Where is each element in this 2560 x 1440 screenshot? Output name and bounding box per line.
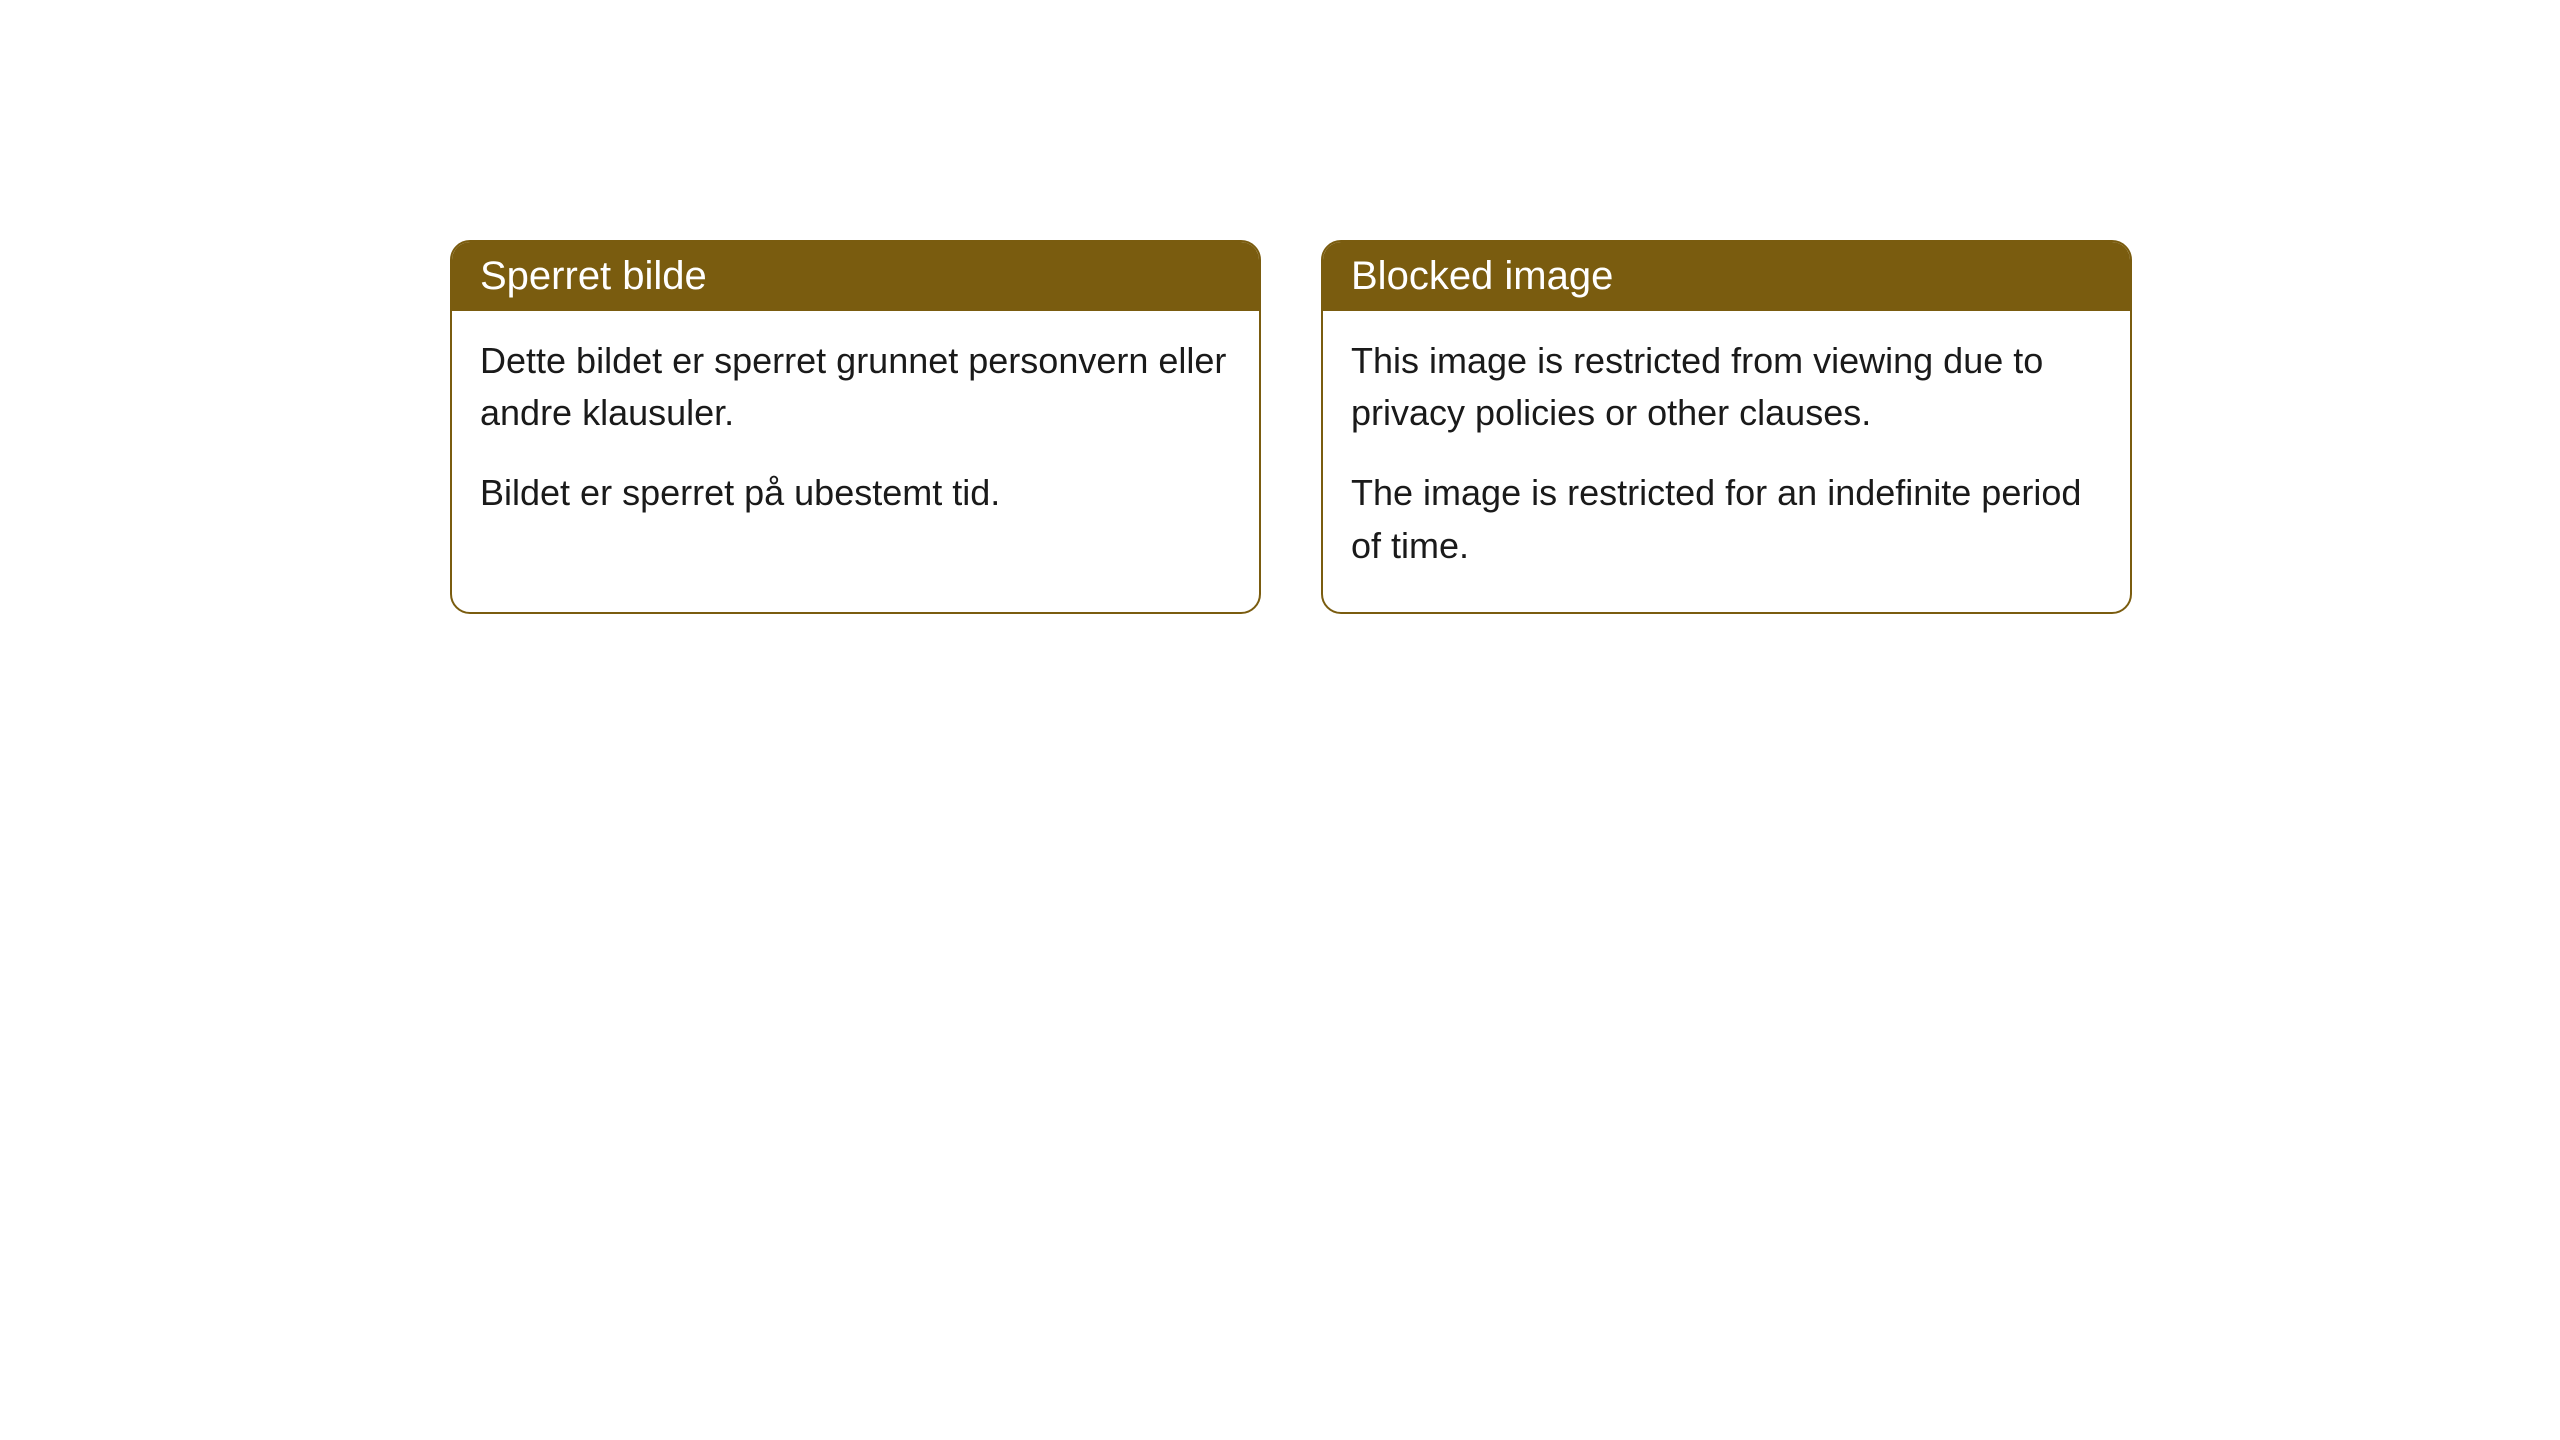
card-title: Sperret bilde bbox=[452, 242, 1259, 311]
notice-card-english: Blocked image This image is restricted f… bbox=[1321, 240, 2132, 614]
card-paragraph: The image is restricted for an indefinit… bbox=[1351, 467, 2102, 571]
card-paragraph: Dette bildet er sperret grunnet personve… bbox=[480, 335, 1231, 439]
card-paragraph: This image is restricted from viewing du… bbox=[1351, 335, 2102, 439]
card-title: Blocked image bbox=[1323, 242, 2130, 311]
card-body: Dette bildet er sperret grunnet personve… bbox=[452, 311, 1259, 560]
card-paragraph: Bildet er sperret på ubestemt tid. bbox=[480, 467, 1231, 519]
notice-card-norwegian: Sperret bilde Dette bildet er sperret gr… bbox=[450, 240, 1261, 614]
card-body: This image is restricted from viewing du… bbox=[1323, 311, 2130, 612]
notice-cards-container: Sperret bilde Dette bildet er sperret gr… bbox=[450, 240, 2132, 614]
